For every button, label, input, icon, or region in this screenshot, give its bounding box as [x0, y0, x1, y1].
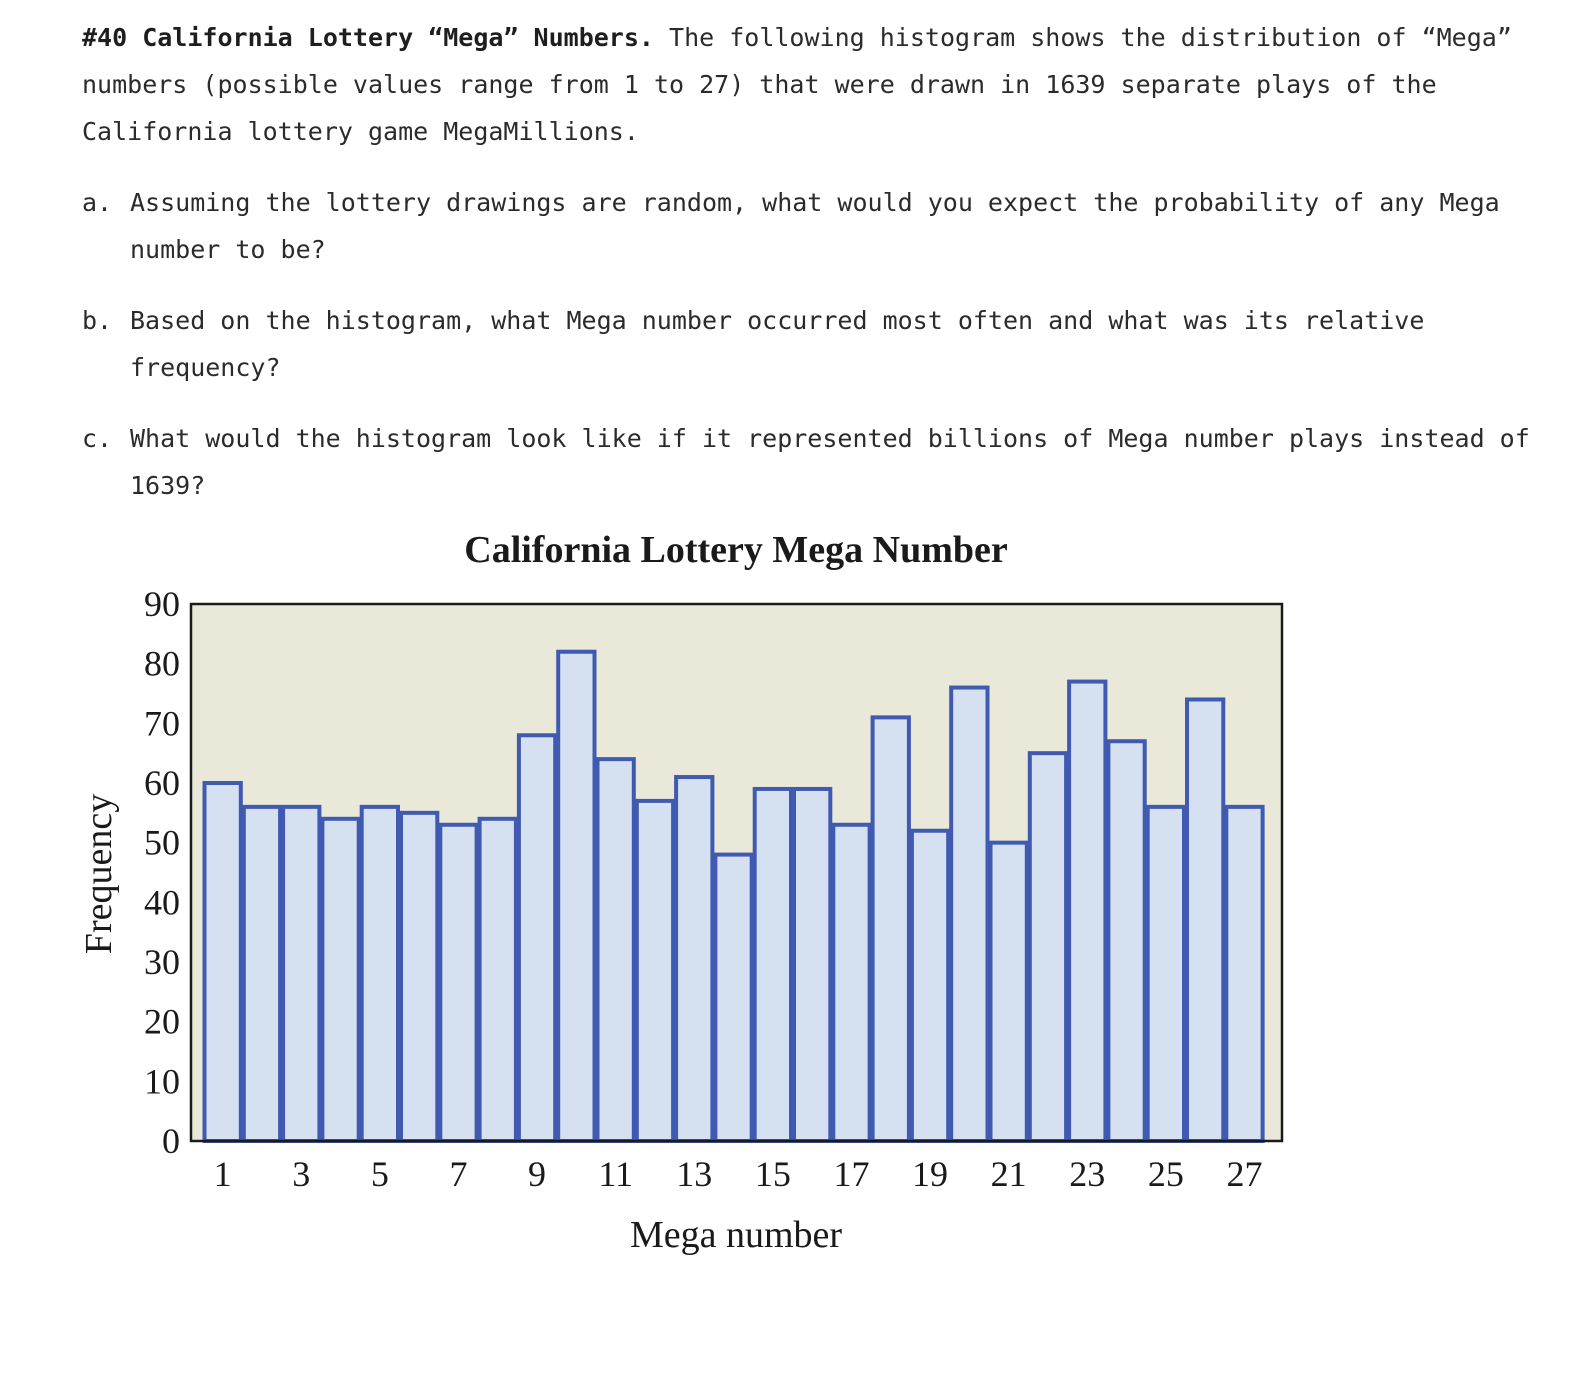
- histogram-bar-16: [792, 786, 833, 1143]
- y-tick-label: 60: [144, 763, 180, 803]
- x-tick-label: 11: [598, 1154, 633, 1194]
- histogram-bar-14: [713, 852, 754, 1143]
- x-tick-label: 19: [912, 1154, 948, 1194]
- histogram-bar-21: [988, 840, 1029, 1143]
- histogram-bar-11: [595, 757, 636, 1143]
- plot-frame: [189, 602, 1284, 1143]
- x-tick-label: 17: [833, 1154, 869, 1194]
- histogram-bar-24: [1106, 739, 1147, 1143]
- histogram-bar-7: [438, 822, 479, 1143]
- y-tick-label: 50: [144, 823, 180, 863]
- histogram-bar-19: [909, 828, 951, 1143]
- y-tick-label: 90: [144, 584, 180, 624]
- histogram-bar-26: [1185, 697, 1226, 1143]
- x-tick-label: 9: [528, 1154, 546, 1194]
- y-tick-label: 10: [144, 1061, 180, 1101]
- question-letter: b.: [82, 306, 113, 335]
- histogram-bar-5: [359, 804, 401, 1143]
- y-tick-label: 30: [144, 942, 180, 982]
- histogram-bar-18: [870, 715, 911, 1143]
- question-letter: c.: [82, 424, 113, 453]
- histogram-bar-1: [202, 781, 243, 1143]
- question-b: b. Based on the histogram, what Mega num…: [82, 297, 1562, 391]
- x-tick-label: 21: [991, 1154, 1027, 1194]
- histogram-bar-27: [1224, 804, 1265, 1143]
- question-text: Based on the histogram, what Mega number…: [130, 306, 1425, 382]
- x-tick-label: 13: [676, 1154, 712, 1194]
- chart-title: California Lottery Mega Number: [464, 529, 1008, 571]
- x-tick-label: 3: [292, 1154, 310, 1194]
- x-tick-label: 15: [755, 1154, 791, 1194]
- histogram-bar-15: [752, 786, 794, 1143]
- problem-intro-text: The following histogram shows the distri…: [82, 23, 1512, 146]
- y-tick-label: 40: [144, 882, 180, 922]
- histogram-bar-13: [674, 775, 715, 1143]
- x-tick-label: 27: [1226, 1154, 1262, 1194]
- y-tick-labels: 0 10 20 30 40 50 60 70 80 90: [144, 584, 180, 1161]
- question-c: c. What would the histogram look like if…: [82, 415, 1562, 509]
- x-tick-label: 7: [449, 1154, 467, 1194]
- histogram-bar-2: [241, 804, 283, 1143]
- histogram-bar-23: [1067, 679, 1108, 1143]
- histogram-bar-3: [281, 804, 322, 1143]
- y-axis-label: Frequency: [78, 794, 120, 954]
- histogram-bar-22: [1027, 751, 1069, 1144]
- y-tick-label: 20: [144, 1002, 180, 1042]
- x-tick-labels: 1 3 5 7 9 11 13 15 17 19 21 23 25 27: [214, 1154, 1263, 1194]
- histogram-bar-20: [949, 685, 990, 1144]
- x-tick-label: 5: [371, 1154, 389, 1194]
- histogram-bar-25: [1145, 804, 1186, 1143]
- y-tick-label: 0: [162, 1121, 180, 1161]
- problem-intro: #40 California Lottery “Mega” Numbers. T…: [82, 14, 1562, 155]
- x-axis-label: Mega number: [630, 1214, 842, 1256]
- histogram-bar-12: [634, 798, 676, 1143]
- y-tick-label: 80: [144, 644, 180, 684]
- question-text: Assuming the lottery drawings are random…: [130, 188, 1500, 264]
- question-text: What would the histogram look like if it…: [130, 424, 1530, 500]
- histogram-bar-8: [477, 816, 518, 1143]
- histogram-chart: California Lottery Mega Number 0 10 20 30 40…: [78, 529, 1284, 1256]
- histogram-bar-9: [516, 733, 558, 1143]
- x-tick-label: 25: [1148, 1154, 1184, 1194]
- y-tick-label: 70: [144, 703, 180, 743]
- histogram-bar-17: [831, 822, 872, 1143]
- histogram-bar-4: [320, 816, 361, 1143]
- problem-heading: #40 California Lottery “Mega” Numbers.: [82, 23, 654, 52]
- problem-text: #40 California Lottery “Mega” Numbers. T…: [82, 14, 1562, 509]
- histogram-bar-10: [556, 649, 597, 1143]
- x-tick-label: 23: [1069, 1154, 1105, 1194]
- x-tick-label: 1: [214, 1154, 232, 1194]
- question-letter: a.: [82, 188, 113, 217]
- question-a: a. Assuming the lottery drawings are ran…: [82, 179, 1562, 273]
- bar-group: [202, 649, 1265, 1144]
- histogram-bar-6: [399, 810, 440, 1143]
